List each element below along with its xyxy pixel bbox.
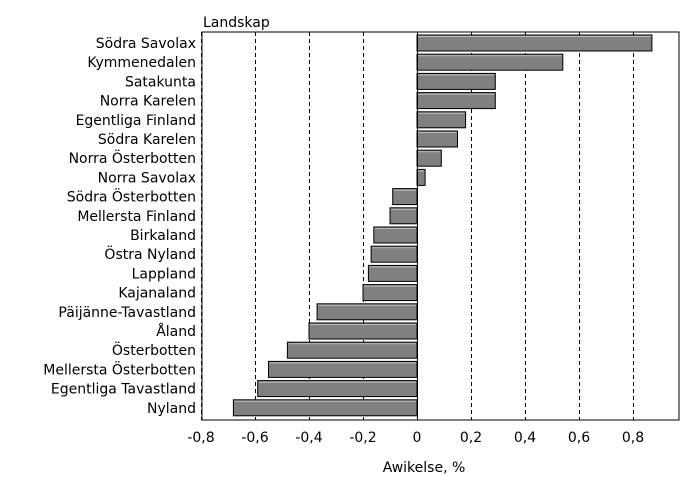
bar: [362, 284, 418, 302]
category-label: Lappland: [132, 266, 196, 282]
bar: [373, 226, 418, 244]
bar: [416, 111, 467, 129]
category-label: Åland: [156, 323, 196, 340]
x-tick-label: 0,6: [568, 430, 590, 446]
category-axis-label: Landskap: [203, 15, 270, 31]
category-label: Norra Karelen: [100, 94, 196, 110]
category-label: Satakunta: [125, 74, 196, 90]
category-label: Kymmenedalen: [87, 55, 196, 71]
category-label: Mellersta Finland: [77, 209, 196, 225]
bar: [268, 360, 418, 378]
x-axis-label: Awikelse, %: [383, 460, 466, 476]
category-label: Norra Österbotten: [69, 149, 196, 167]
bar: [416, 130, 458, 148]
bar: [416, 149, 442, 167]
x-tick-label: 0,4: [514, 430, 536, 446]
x-tick-label: 0,8: [622, 430, 644, 446]
x-tick-label: -0,6: [241, 430, 268, 446]
category-label: Birkaland: [130, 228, 196, 244]
x-tick-label: -0,8: [187, 430, 214, 446]
x-tick-labels: -0,8 -0,6 -0,4 -0,2 0 0,2 0,4 0,6 0,8: [187, 430, 644, 446]
x-tick-label: 0,2: [460, 430, 482, 446]
bar: [286, 341, 418, 359]
bar: [367, 264, 418, 282]
bar: [257, 380, 418, 398]
bar: [308, 322, 418, 340]
bar: [416, 92, 496, 110]
bar: [370, 245, 418, 263]
bar: [416, 72, 496, 90]
category-labels: Södra Savolax Kymmenedalen Satakunta Norra …: [43, 36, 196, 417]
bar: [416, 34, 653, 52]
category-label: Södra Österbotten: [67, 188, 196, 206]
category-label: Österbotten: [112, 341, 196, 359]
bar: [416, 53, 564, 71]
category-label: Mellersta Österbotten: [43, 360, 196, 378]
bar: [389, 207, 418, 225]
category-label: Södra Karelen: [98, 132, 196, 148]
x-tick-label: 0: [413, 430, 422, 446]
bar: [232, 399, 418, 417]
category-label: Norra Savolax: [98, 170, 196, 186]
category-label: Södra Savolax: [96, 36, 196, 52]
category-label: Nyland: [147, 401, 196, 417]
bar: [416, 168, 426, 186]
plot-frame: [201, 31, 680, 421]
category-label: Egentliga Finland: [76, 113, 196, 129]
category-label: Östra Nyland: [104, 245, 196, 263]
x-tick-label: -0,4: [295, 430, 322, 446]
bar: [316, 303, 418, 321]
bars: [232, 32, 653, 420]
category-label: Päijänne-Tavastland: [58, 305, 196, 321]
x-tick-label: -0,2: [349, 430, 376, 446]
bar: [392, 188, 418, 206]
category-label: Kajanaland: [118, 286, 196, 302]
category-label: Egentliga Tavastland: [51, 382, 196, 398]
